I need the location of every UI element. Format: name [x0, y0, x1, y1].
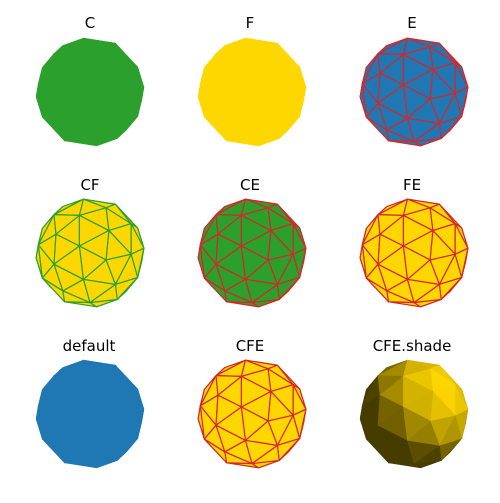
polyhedron-e [359, 37, 469, 147]
panel-title-cf: CF [80, 176, 99, 194]
polyhedron-face [215, 198, 247, 217]
polyhedron-cfe [197, 359, 307, 469]
polyhedron-face [240, 406, 269, 441]
polyhedron-cf [35, 198, 145, 308]
polyhedron-face [214, 37, 246, 55]
polyhedron-face [79, 406, 107, 441]
polyhedron-default [35, 359, 145, 469]
polyhedron-fe [359, 198, 469, 308]
panel-ce: CE [197, 176, 307, 308]
polyhedron-face [402, 245, 431, 280]
panel-cfe-shade: CFE.shade [359, 337, 469, 469]
polyhedron-face [377, 198, 409, 217]
panel-title-cfe: CFE [236, 337, 265, 355]
polyhedron-face [376, 359, 408, 377]
polyhedron-face [215, 359, 247, 378]
panel-fe: FE [359, 176, 469, 308]
panel-title-default: default [63, 337, 116, 355]
panel-title-f: F [246, 14, 255, 32]
polyhedron-face [52, 359, 84, 377]
polyhedron-face [52, 37, 84, 55]
panel-default: default [35, 337, 145, 469]
polyhedron-cfe-shade [359, 359, 469, 469]
polyhedron-ce [197, 198, 307, 308]
panel-cf: CF [35, 176, 145, 308]
polyhedron-face [79, 84, 107, 119]
panel-title-c: C [85, 14, 95, 32]
panel-title-e: E [407, 14, 416, 32]
panel-c: C [35, 14, 145, 147]
polyhedron-face [241, 84, 269, 119]
panel-title-fe: FE [403, 176, 421, 194]
polyhedron-face [78, 245, 107, 280]
panel-cfe: CFE [197, 337, 307, 469]
panel-f: F [197, 14, 307, 147]
polyhedron-face [53, 198, 85, 217]
panel-title-cfe-shade: CFE.shade [373, 337, 452, 355]
polyhedron-face [240, 245, 269, 280]
polyhedron-face [403, 406, 431, 441]
panel-title-ce: CE [240, 176, 260, 194]
polyhedron-face [402, 84, 431, 119]
polyhedron-c [35, 37, 145, 147]
polyhedron-face [377, 37, 409, 56]
polyhedron-f [197, 37, 307, 147]
panel-e: E [359, 14, 469, 147]
